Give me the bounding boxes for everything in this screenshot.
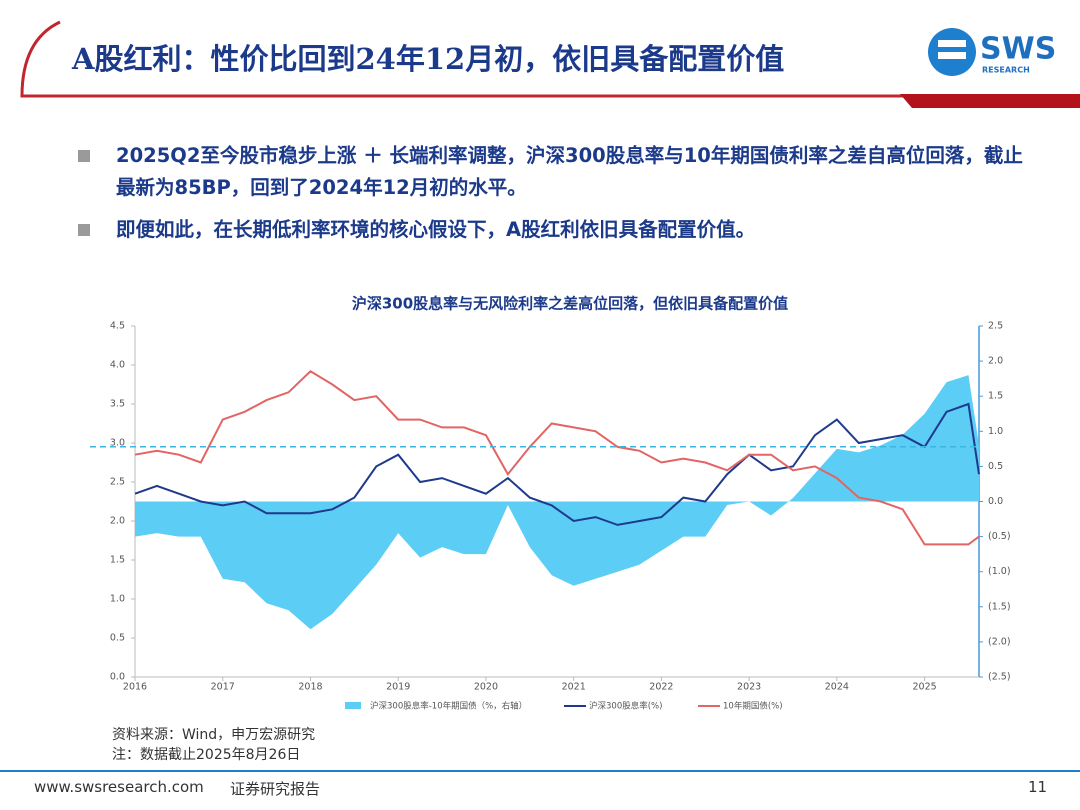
y-tick-label: 3.5 [110,399,125,410]
y-tick-label: 3.0 [110,438,125,449]
y-tick-label: 0.5 [110,633,125,644]
y-tick-label: 4.0 [110,360,125,371]
x-tick-label: 2021 [562,682,586,693]
line [134,369,980,546]
y2-tick-label: (1.0) [988,566,1011,577]
legend-label: 沪深300股息率(%) [589,701,662,712]
header-border [20,20,905,98]
logo-stripe [938,40,966,47]
x-tick-label: 2019 [386,682,410,693]
source: 资料来源：Wind，申万宏源研究 [112,727,316,743]
area [135,375,979,630]
x-tick-label: 2018 [298,682,322,693]
chart: 沪深300股息率与无风险利率之差高位回落，但依旧具备配置价值 0.0 0.5 1.0… [90,295,1011,712]
bullet: 2025Q2至今股市稳步上涨 ＋ 长端利率调整，沪深300股息率与10年期国债利… [76,140,1036,204]
line [134,402,980,526]
x-tick-label: 2016 [123,682,147,693]
slide-title: A股红利：性价比回到24年12月初，依旧具备配置价值 [72,42,785,76]
logo-stripe [938,52,966,59]
y-tick-label: 1.5 [110,555,125,566]
legend-label: 10年期国债(%) [723,701,783,712]
y-tick-label: 0.0 [110,672,125,683]
note: 注：数据截止2025年8月26日 [112,747,301,763]
y2-tick-label: (2.5) [988,672,1011,683]
y2-tick-label: 2.5 [988,321,1003,332]
y-tick-label: 1.0 [110,594,125,605]
y-tick-label: 4.5 [110,321,125,332]
y2-tick-label: 1.5 [988,391,1003,402]
x-tick-label: 2024 [825,682,849,693]
footer-website: www.swsresearch.com [34,778,204,796]
logo-text: SWS [980,32,1056,67]
y-tick-label: 2.5 [110,477,125,488]
y2-tick-label: (0.5) [988,531,1011,542]
header-frame: SWS RESEARCH [20,20,1080,108]
y-tick-label: 2.0 [110,516,125,527]
footer-label: 证券研究报告 [230,780,321,798]
y2-tick-label: 0.0 [988,496,1003,507]
bullet-list: 2025Q2至今股市稳步上涨 ＋ 长端利率调整，沪深300股息率与10年期国债利… [76,140,1036,256]
x-tick-label: 2025 [913,682,937,693]
y2-tick-label: (2.0) [988,636,1011,647]
legend-swatch [345,702,361,709]
y2-tick-label: 2.0 [988,356,1003,367]
x-tick-label: 2022 [649,682,673,693]
bullet: 即便如此，在长期低利率环境的核心假设下，A股红利依旧具备配置价值。 [76,214,1036,246]
header-bar [900,94,1080,108]
x-tick-label: 2017 [211,682,235,693]
x-tick-label: 2020 [474,682,498,693]
legend-label: 沪深300股息率-10年期国债（%，右轴） [370,701,527,712]
page-number: 11 [1028,778,1048,796]
x-tick-label: 2023 [737,682,761,693]
chart-title: 沪深300股息率与无风险利率之差高位回落，但依旧具备配置价值 [352,295,788,313]
footer-rule [0,770,1080,772]
y2-tick-label: 0.5 [988,461,1003,472]
y2-tick-label: 1.0 [988,426,1003,437]
y2-tick-label: (1.5) [988,601,1011,612]
logo-subtext: RESEARCH [982,66,1030,75]
